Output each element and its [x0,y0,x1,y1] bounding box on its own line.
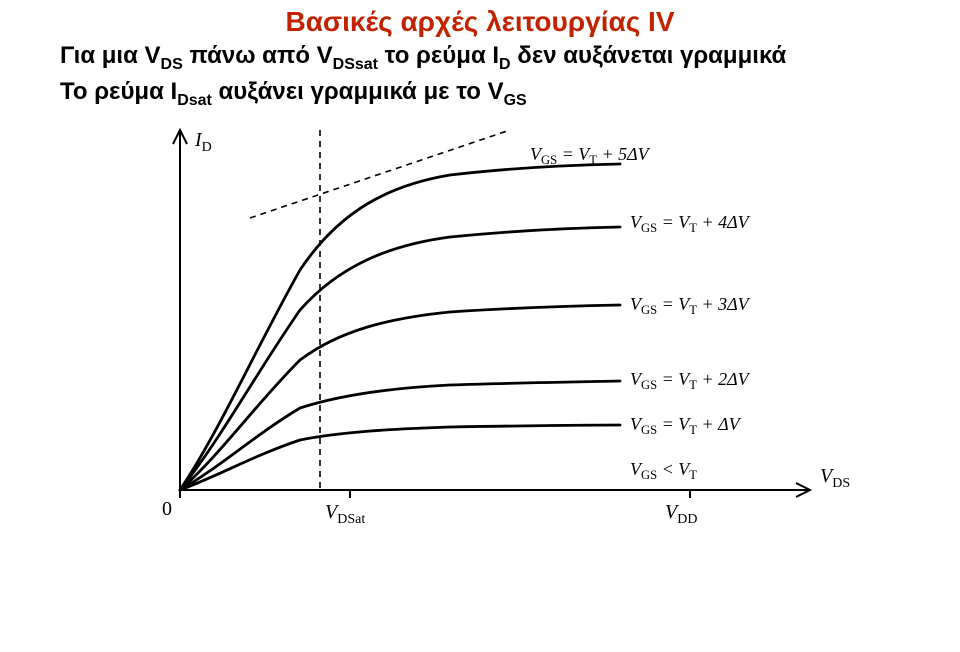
svg-text:VGS = VT + 4ΔV: VGS = VT + 4ΔV [630,212,751,235]
svg-text:VDSat: VDSat [325,501,365,527]
svg-text:VDD: VDD [665,501,697,527]
svg-text:VGS = VT + 2ΔV: VGS = VT + 2ΔV [630,369,751,392]
svg-text:VGS < VT: VGS < VT [630,459,697,482]
svg-text:VGS = VT + ΔV: VGS = VT + ΔV [630,414,742,437]
svg-text:VDS: VDS [820,465,850,491]
description-line-1: Για μια VDS πάνω από VDSsat το ρεύμα ID … [60,42,900,74]
svg-text:VGS = VT + 3ΔV: VGS = VT + 3ΔV [630,294,751,317]
svg-text:VGS = VT + 5ΔV: VGS = VT + 5ΔV [530,144,651,167]
page-heading: Βασικές αρχές λειτουργίας IV [60,6,900,38]
iv-characteristic-chart: ID VDS 0 VDSat VDD VGS = VT + 5ΔV VGS = VT + 4… [90,120,920,540]
description-line-2: Το ρεύμα IDsat αυξάνει γραμμικά με το VG… [60,78,900,110]
chart-svg: ID VDS 0 VDSat VDD VGS = VT + 5ΔV VGS = VT + 4… [90,120,920,540]
svg-text:0: 0 [162,498,172,520]
svg-text:ID: ID [194,129,212,155]
